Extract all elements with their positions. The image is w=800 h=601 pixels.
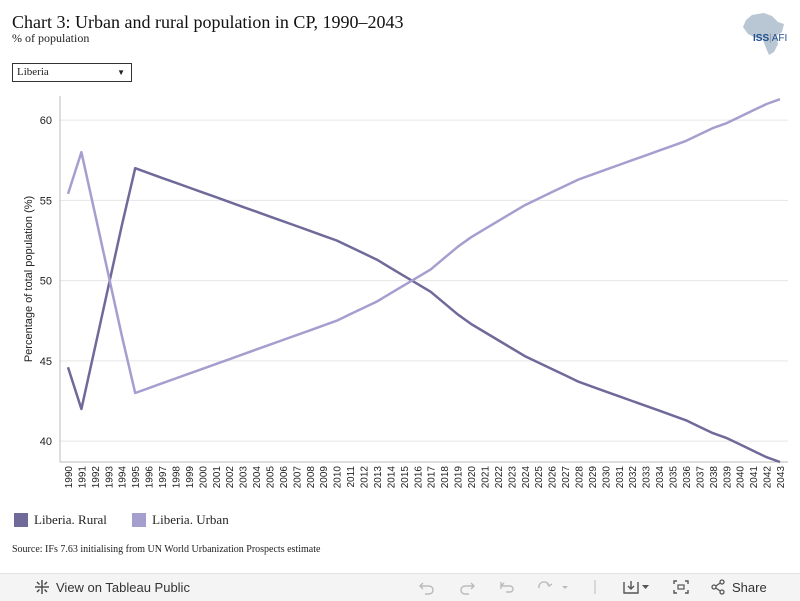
y-tick-label: 60 bbox=[40, 115, 52, 127]
country-dropdown[interactable]: Liberia ▼ bbox=[12, 63, 132, 82]
x-tick-label: 2037 bbox=[695, 466, 706, 489]
x-tick-label: 2029 bbox=[588, 466, 599, 489]
legend-label-rural: Liberia. Rural bbox=[34, 512, 107, 527]
x-tick-label: 1998 bbox=[171, 466, 182, 489]
y-tick-label: 40 bbox=[40, 436, 52, 448]
x-tick-label: 1999 bbox=[185, 466, 196, 489]
x-tick-label: 2042 bbox=[763, 466, 774, 489]
x-tick-label: 1992 bbox=[91, 466, 102, 489]
x-tick-label: 2002 bbox=[225, 466, 236, 489]
x-tick-label: 2008 bbox=[306, 466, 317, 489]
x-tick-label: 2031 bbox=[615, 466, 626, 489]
share-icon bbox=[711, 579, 725, 595]
x-tick-label: 2013 bbox=[373, 466, 384, 489]
x-tick-label: 2043 bbox=[776, 466, 787, 489]
x-tick-label: 2006 bbox=[279, 466, 290, 489]
legend-item-urban[interactable]: Liberia. Urban bbox=[132, 512, 229, 528]
x-tick-label: 2024 bbox=[521, 466, 532, 489]
undo-icon[interactable] bbox=[418, 579, 436, 595]
iss-afi-logo-text: ISS|AFI bbox=[753, 33, 788, 44]
x-tick-label: 1990 bbox=[64, 466, 75, 489]
fullscreen-icon[interactable] bbox=[672, 579, 690, 595]
x-tick-label: 2010 bbox=[333, 466, 344, 489]
x-tick-label: 2040 bbox=[736, 466, 747, 489]
x-tick-label: 1994 bbox=[118, 466, 129, 489]
x-tick-label: 2015 bbox=[400, 466, 411, 489]
x-tick-label: 2039 bbox=[722, 466, 733, 489]
y-tick-label: 55 bbox=[40, 195, 52, 207]
x-tick-label: 1997 bbox=[158, 466, 169, 489]
x-tick-label: 2023 bbox=[507, 466, 518, 489]
x-tick-label: 2003 bbox=[239, 466, 250, 489]
x-tick-label: 2028 bbox=[574, 466, 585, 489]
x-tick-label: 2032 bbox=[628, 466, 639, 489]
source-note: Source: IFs 7.63 initialising from UN Wo… bbox=[12, 544, 321, 555]
legend-swatch-rural bbox=[14, 513, 28, 527]
x-tick-label: 2004 bbox=[252, 466, 263, 489]
x-tick-label: 2021 bbox=[480, 466, 491, 489]
x-tick-label: 2019 bbox=[454, 466, 465, 489]
country-dropdown-value: Liberia bbox=[17, 66, 49, 78]
x-tick-label: 1993 bbox=[104, 466, 115, 489]
revert-icon[interactable] bbox=[498, 579, 516, 595]
x-tick-label: 2018 bbox=[440, 466, 451, 489]
toolbar-divider bbox=[594, 580, 596, 594]
x-tick-label: 2017 bbox=[427, 466, 438, 489]
x-tick-label: 2030 bbox=[601, 466, 612, 489]
x-tick-label: 2007 bbox=[292, 466, 303, 489]
tableau-toolbar: View on Tableau Public Share bbox=[0, 573, 800, 601]
legend-swatch-urban bbox=[132, 513, 147, 527]
legend: Liberia. Rural Liberia. Urban bbox=[14, 512, 251, 531]
x-tick-label: 1991 bbox=[77, 466, 88, 489]
x-tick-label: 1995 bbox=[131, 466, 142, 489]
x-tick-label: 2025 bbox=[534, 466, 545, 489]
refresh-icon[interactable] bbox=[536, 579, 570, 595]
legend-item-rural[interactable]: Liberia. Rural bbox=[14, 512, 107, 528]
x-tick-label: 2012 bbox=[360, 466, 371, 489]
x-tick-label: 2026 bbox=[548, 466, 559, 489]
x-tick-label: 2033 bbox=[642, 466, 653, 489]
x-tick-label: 2001 bbox=[212, 466, 223, 489]
y-axis-title: Percentage of total population (%) bbox=[23, 196, 35, 362]
x-tick-label: 2009 bbox=[319, 466, 330, 489]
legend-label-urban: Liberia. Urban bbox=[152, 512, 229, 527]
series-line-urban bbox=[66, 98, 781, 395]
chart-title: Chart 3: Urban and rural population in C… bbox=[12, 12, 404, 32]
x-tick-label: 2035 bbox=[669, 466, 680, 489]
download-icon[interactable] bbox=[622, 579, 652, 595]
x-tick-label: 2000 bbox=[198, 466, 209, 489]
share-label: Share bbox=[732, 579, 767, 595]
x-tick-label: 1996 bbox=[145, 466, 156, 489]
x-tick-label: 2005 bbox=[266, 466, 277, 489]
africa-map-logo bbox=[743, 13, 784, 55]
y-tick-label: 45 bbox=[40, 356, 52, 368]
x-tick-label: 2014 bbox=[386, 466, 397, 489]
x-tick-label: 2027 bbox=[561, 466, 572, 489]
x-tick-label: 2038 bbox=[709, 466, 720, 489]
view-on-tableau-link[interactable]: View on Tableau Public bbox=[34, 579, 190, 595]
y-tick-label: 50 bbox=[40, 276, 52, 288]
x-tick-label: 2020 bbox=[467, 466, 478, 489]
redo-icon[interactable] bbox=[458, 579, 476, 595]
tableau-logo-icon bbox=[35, 580, 49, 594]
chart-subtitle: % of population bbox=[12, 31, 90, 45]
line-chart: 40 45 50 55 60 Percentage of total population… bbox=[23, 96, 788, 489]
dropdown-arrow-icon: ▼ bbox=[117, 68, 125, 77]
x-tick-label: 2036 bbox=[682, 466, 693, 489]
share-button[interactable]: Share bbox=[710, 579, 767, 595]
view-on-tableau-label: View on Tableau Public bbox=[56, 579, 190, 595]
x-tick-label: 2016 bbox=[413, 466, 424, 489]
series-line-rural bbox=[66, 166, 781, 464]
x-tick-label: 2034 bbox=[655, 466, 666, 489]
x-tick-label: 2011 bbox=[346, 466, 357, 488]
x-tick-label: 2022 bbox=[494, 466, 505, 489]
x-tick-label: 2041 bbox=[749, 466, 760, 489]
